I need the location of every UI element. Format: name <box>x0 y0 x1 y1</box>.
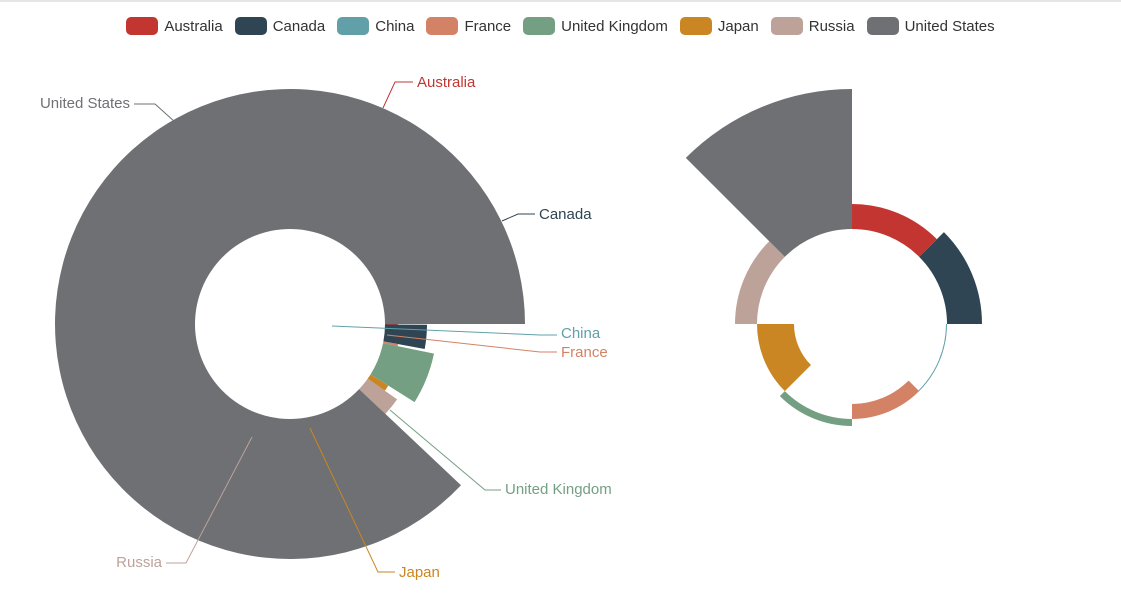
legend-label: Canada <box>272 17 326 35</box>
rose1-leader-australia <box>382 81 413 109</box>
rose2-slice-united-kingdom <box>779 391 852 426</box>
rose2-slice-united-states <box>685 89 852 257</box>
legend-swatch-canada <box>234 17 267 35</box>
rose2-slice-china <box>918 324 947 392</box>
rose1-leader-canada <box>501 213 535 222</box>
legend-swatch-france <box>426 17 459 35</box>
legend-item-united-states[interactable]: United States <box>866 17 995 35</box>
legend-label: Russia <box>808 17 855 35</box>
rose1-slice-united-states <box>54 89 525 560</box>
legend-item-canada[interactable]: Canada <box>234 17 326 35</box>
rose1-slice-france <box>383 341 399 347</box>
rose1-slice-united-kingdom <box>370 343 434 403</box>
rose1-label-japan: Japan <box>399 564 440 581</box>
legend-label: Australia <box>164 17 223 35</box>
legend-item-japan[interactable]: Japan <box>679 17 759 35</box>
rose1-leader-united-states <box>134 103 176 123</box>
legend-label: China <box>375 17 415 35</box>
rose2-slice-russia <box>735 241 785 324</box>
legend-swatch-china <box>337 17 370 35</box>
rose1-leader-united-kingdom <box>389 409 501 491</box>
rose1-label-russia: Russia <box>116 554 163 571</box>
rose1-label-china: China <box>561 325 601 342</box>
rose1-leader-china <box>331 325 557 336</box>
legend-swatch-australia <box>126 17 159 35</box>
top-divider <box>0 0 1121 2</box>
legend-label: France <box>464 17 512 35</box>
legend-swatch-united-kingdom <box>523 17 556 35</box>
rose1-slice-japan <box>367 374 389 391</box>
legend-item-france[interactable]: France <box>426 17 511 35</box>
rose1-leader-russia <box>166 436 253 564</box>
legend-item-united-kingdom[interactable]: United Kingdom <box>523 17 668 35</box>
rose2-slice-france <box>852 380 920 419</box>
rose1-slice-australia <box>384 324 398 325</box>
rose1-label-united-states: United States <box>40 95 130 112</box>
rose1-label-australia: Australia <box>417 74 476 91</box>
legend-item-russia[interactable]: Russia <box>770 17 855 35</box>
legend-swatch-united-states <box>866 17 899 35</box>
legend-label: United States <box>904 17 995 35</box>
rose1-label-canada: Canada <box>539 206 592 223</box>
chart-legend: Australia Canada China France United Kin… <box>0 14 1121 38</box>
rose2-slice-australia <box>852 204 937 257</box>
rose2-slice-canada <box>919 232 982 324</box>
legend-label: Japan <box>717 17 759 35</box>
rose1-leader-france <box>386 334 557 353</box>
rose2-slice-japan <box>757 324 811 392</box>
rose1-label-france: France <box>561 344 608 361</box>
legend-swatch-japan <box>679 17 712 35</box>
legend-swatch-russia <box>770 17 803 35</box>
rose1-leader-japan <box>309 427 395 573</box>
legend-label: United Kingdom <box>561 17 668 35</box>
rose1-label-united-kingdom: United Kingdom <box>505 481 612 498</box>
legend-item-china[interactable]: China <box>337 17 414 35</box>
rose1-slice-russia <box>359 378 398 414</box>
legend-item-australia[interactable]: Australia <box>126 17 223 35</box>
